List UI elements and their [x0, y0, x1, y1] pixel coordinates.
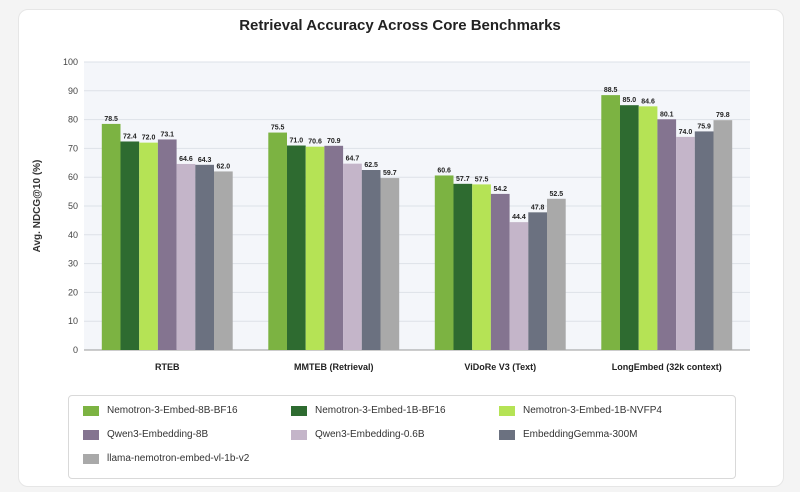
bar-value-label: 47.8	[531, 204, 545, 211]
legend-swatch	[83, 453, 99, 464]
bar-value-label: 57.7	[456, 176, 470, 183]
bar-value-label: 59.7	[383, 170, 397, 177]
y-tick-label: 50	[68, 201, 78, 211]
legend-item: llama-nemotron-embed-vl-1b-v2	[83, 453, 249, 464]
bar	[101, 123, 121, 350]
legend-item: EmbeddingGemma-300M	[499, 429, 638, 440]
y-tick-label: 80	[68, 115, 78, 125]
bar	[472, 184, 491, 350]
bar	[214, 171, 233, 350]
legend-swatch	[291, 405, 307, 416]
bar-value-label: 72.4	[123, 133, 137, 140]
legend-swatch	[499, 405, 515, 416]
legend-swatch	[83, 405, 99, 416]
x-tick-label: LongEmbed (32k context)	[612, 362, 722, 372]
y-tick-label: 30	[68, 259, 78, 269]
bar	[176, 163, 196, 350]
bar	[434, 175, 454, 350]
legend-label: Nemotron-3-Embed-1B-BF16	[315, 405, 446, 416]
bar-value-label: 75.5	[271, 125, 285, 132]
x-tick-label: RTEB	[155, 362, 180, 372]
legend-item: Qwen3-Embedding-0.6B	[291, 429, 425, 440]
y-tick-label: 60	[68, 172, 78, 182]
bar	[287, 145, 306, 350]
bar-value-label: 57.5	[475, 176, 489, 183]
bar	[195, 164, 214, 350]
bar	[324, 145, 344, 350]
bar-value-label: 52.5	[550, 191, 564, 198]
bar	[268, 132, 287, 350]
bar-value-label: 85.0	[623, 97, 637, 104]
bar-value-label: 62.0	[217, 163, 231, 170]
bar	[453, 183, 473, 350]
legend-label: Qwen3-Embedding-0.6B	[315, 429, 425, 440]
y-tick-label: 40	[68, 230, 78, 240]
chart-title: Retrieval Accuracy Across Core Benchmark…	[239, 17, 561, 34]
bar	[694, 131, 714, 350]
bar-value-label: 64.7	[346, 156, 360, 163]
bar-value-label: 70.6	[308, 139, 322, 146]
bar-value-label: 54.2	[493, 186, 507, 193]
bar	[361, 170, 381, 350]
bar	[139, 142, 158, 350]
bar-value-label: 78.5	[104, 116, 118, 123]
bar-value-label: 84.6	[641, 98, 655, 105]
bar	[638, 106, 658, 351]
bar	[157, 139, 177, 350]
legend-item: Nemotron-3-Embed-1B-NVFP4	[499, 405, 662, 416]
legend-item: Qwen3-Embedding-8B	[83, 429, 208, 440]
bar-value-label: 71.0	[290, 138, 304, 145]
legend-label: Qwen3-Embedding-8B	[107, 429, 209, 440]
y-tick-label: 90	[68, 86, 78, 96]
bar-value-label: 64.3	[198, 157, 212, 164]
legend-label: Nemotron-3-Embed-8B-BF16	[107, 405, 238, 416]
legend: Nemotron-3-Embed-8B-BF16 Nemotron-3-Embed…	[68, 395, 736, 479]
bar	[490, 193, 510, 350]
bar	[601, 95, 620, 351]
bar-value-label: 62.5	[364, 162, 378, 169]
y-tick-label: 10	[68, 316, 78, 326]
bar-value-label: 79.8	[716, 112, 730, 119]
legend-label: Nemotron-3-Embed-1B-NVFP4	[523, 405, 662, 416]
y-tick-label: 70	[68, 143, 78, 153]
bar	[120, 141, 140, 350]
y-tick-label: 20	[68, 287, 78, 297]
bar-value-label: 80.1	[660, 111, 674, 118]
y-tick-label: 100	[63, 57, 78, 67]
bar-value-label: 75.9	[697, 123, 711, 130]
bar	[509, 222, 529, 350]
bar-value-label: 44.4	[512, 214, 526, 221]
y-axis-label: Avg. NDCG@10 (%)	[32, 160, 43, 253]
bar	[620, 105, 639, 350]
x-tick-label: MMTEB (Retrieval)	[294, 362, 374, 372]
bar-value-label: 70.9	[327, 138, 341, 145]
x-tick-label: ViDoRe V3 (Text)	[464, 362, 536, 372]
bar-value-label: 74.0	[679, 129, 693, 136]
bar-value-label: 60.6	[437, 167, 451, 174]
bar	[380, 178, 400, 350]
bar	[676, 136, 695, 350]
bar	[713, 120, 733, 351]
x-axis-ticks: RTEB MMTEB (Retrieval) ViDoRe V3 (Text) Lon…	[155, 362, 722, 372]
bar	[657, 119, 677, 350]
bar-value-label: 72.0	[142, 135, 156, 142]
bar	[305, 146, 325, 350]
bar	[528, 212, 547, 350]
legend-swatch	[499, 429, 515, 440]
legend-item: Nemotron-3-Embed-1B-BF16	[291, 405, 446, 416]
legend-swatch	[291, 429, 307, 440]
y-axis-ticks: 0 10 20 30 40 50 60 70 80 90 100	[63, 57, 78, 355]
bar	[547, 198, 566, 350]
legend-item: Nemotron-3-Embed-8B-BF16	[83, 405, 238, 416]
legend-label: EmbeddingGemma-300M	[523, 429, 638, 440]
y-tick-label: 0	[73, 345, 78, 355]
bar	[343, 163, 362, 350]
bar-value-label: 64.6	[179, 156, 193, 163]
bar-value-label: 73.1	[160, 131, 174, 138]
legend-label: llama-nemotron-embed-vl-1b-v2	[107, 453, 250, 464]
bar-value-label: 88.5	[604, 87, 618, 94]
legend-swatch	[83, 429, 99, 440]
bar-series: 78.5 72.4 72.0 73.1 64.6 64.3 62.0 75.5 71.0 70.6…	[101, 87, 733, 351]
